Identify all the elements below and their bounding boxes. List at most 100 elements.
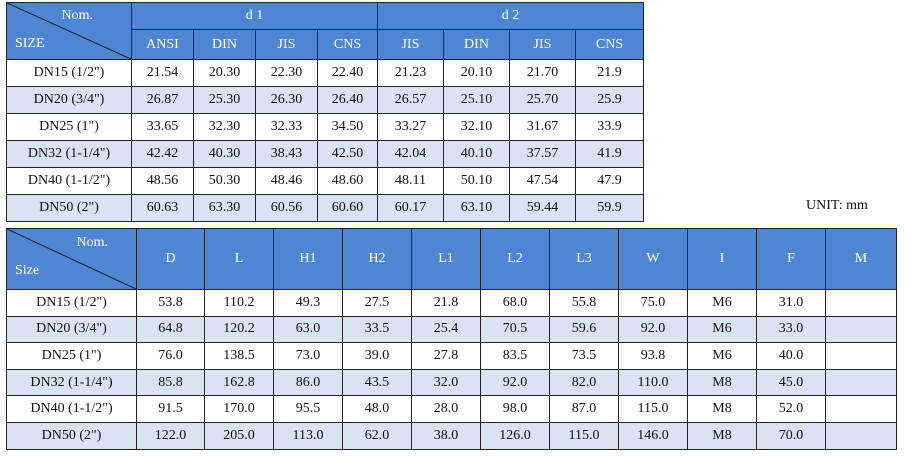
group-header-d2: d 2 (377, 2, 644, 30)
d2-value-cell: 47.9 (575, 167, 644, 195)
col-header-d1-ansi: ANSI (131, 29, 194, 60)
dimension-value-cell: 110.0 (618, 368, 688, 397)
d1-value-cell: 38.43 (255, 140, 318, 168)
size-cell: DN50 (2") (6, 194, 132, 222)
d2-value-cell: 48.11 (377, 167, 444, 195)
d1-value-cell: 63.30 (193, 194, 256, 222)
col-header-m: M (825, 228, 897, 290)
table1-corner-header: Nom. SIZE (6, 2, 132, 60)
dimension-value-cell: 115.0 (618, 395, 688, 423)
dimension-value-cell (825, 289, 897, 317)
dimension-value-cell: 98.0 (480, 395, 550, 423)
dimension-value-cell: 91.5 (136, 395, 205, 423)
dimension-value-cell: 70.5 (480, 315, 550, 344)
dimension-value-cell (825, 342, 897, 370)
d1-value-cell: 22.40 (317, 59, 378, 87)
size-cell: DN50 (2") (6, 421, 137, 450)
size-cell: DN20 (3/4") (6, 86, 132, 114)
d1-value-cell: 60.63 (131, 194, 194, 222)
d1-value-cell: 26.30 (255, 86, 318, 114)
dimension-value-cell: 87.0 (549, 395, 619, 423)
dimension-value-cell: 162.8 (204, 368, 274, 397)
dimension-value-cell: 32.0 (411, 368, 481, 397)
dimension-value-cell: 59.6 (549, 315, 619, 344)
d2-value-cell: 47.54 (509, 167, 576, 195)
col-header-d1-jis: JIS (255, 29, 318, 60)
diagonal-divider (7, 229, 136, 289)
col-header-h2: H2 (342, 228, 412, 290)
dimension-value-cell: 85.8 (136, 368, 205, 397)
dimension-value-cell: M8 (687, 421, 757, 450)
d2-value-cell: 59.44 (509, 194, 576, 222)
dimension-value-cell: 83.5 (480, 342, 550, 370)
dimension-value-cell: 205.0 (204, 421, 274, 450)
table-row: DN50 (2") 122.0 205.0 113.0 62.0 38.0 126.0 115… (6, 421, 897, 450)
diagonal-divider (7, 3, 131, 59)
d2-value-cell: 42.04 (377, 140, 444, 168)
table-row: DN20 (3/4") 64.8 120.2 63.0 33.5 25.4 70.5 59.6… (6, 315, 897, 344)
dimension-value-cell: M6 (687, 342, 757, 370)
dimension-value-cell: M8 (687, 395, 757, 423)
dimension-value-cell: 49.3 (273, 289, 343, 317)
dimension-value-cell: 63.0 (273, 315, 343, 344)
body-dimension-table: Nom. Size D L H1 H2 L1 L2 L3 W I F M DN1… (6, 228, 897, 450)
unit-label: UNIT: mm (806, 198, 868, 213)
dimension-value-cell: 113.0 (273, 421, 343, 450)
dimension-value-cell: 70.0 (756, 421, 826, 450)
table-row: DN40 (1-1/2") 91.5 170.0 95.5 48.0 28.0 98.0 87… (6, 395, 897, 423)
dimension-value-cell: 33.0 (756, 315, 826, 344)
dimension-value-cell: M6 (687, 315, 757, 344)
dimension-value-cell: 38.0 (411, 421, 481, 450)
dimension-value-cell: 62.0 (342, 421, 412, 450)
table-row: DN25 (1") 76.0 138.5 73.0 39.0 27.8 83.5 73.5 93… (6, 342, 897, 370)
dimension-value-cell: M6 (687, 289, 757, 317)
d1-value-cell: 48.60 (317, 167, 378, 195)
dimension-value-cell: 76.0 (136, 342, 205, 370)
d2-value-cell: 32.10 (443, 113, 510, 141)
d2-value-cell: 50.10 (443, 167, 510, 195)
table-row: DN32 (1-1/4") 85.8 162.8 86.0 43.5 32.0 92.0 82… (6, 368, 897, 397)
d1-value-cell: 22.30 (255, 59, 318, 87)
col-header-d: D (136, 228, 205, 290)
dimension-value-cell: 146.0 (618, 421, 688, 450)
col-header-l: L (204, 228, 274, 290)
corner-nom-label: Nom. (76, 235, 109, 250)
size-cell: DN15 (1/2") (6, 59, 132, 87)
dimension-value-cell: 45.0 (756, 368, 826, 397)
dimension-value-cell: 55.8 (549, 289, 619, 317)
size-cell: DN32 (1-1/4") (6, 140, 132, 168)
d1-value-cell: 48.46 (255, 167, 318, 195)
size-cell: DN40 (1-1/2") (6, 395, 137, 423)
d1-value-cell: 20.30 (193, 59, 256, 87)
d2-value-cell: 60.17 (377, 194, 444, 222)
d2-value-cell: 20.10 (443, 59, 510, 87)
dimension-value-cell (825, 421, 897, 450)
d2-value-cell: 63.10 (443, 194, 510, 222)
dimension-value-cell: 53.8 (136, 289, 205, 317)
dimension-value-cell: 73.0 (273, 342, 343, 370)
d1-d2-dimension-table: Nom. SIZE d 1 d 2 ANSI DIN JIS CNS JIS D… (6, 2, 644, 222)
dimension-value-cell: 120.2 (204, 315, 274, 344)
table-row: DN20 (3/4") 26.87 25.30 26.30 26.40 26.57 25.1… (6, 86, 644, 114)
size-cell: DN32 (1-1/4") (6, 368, 137, 397)
col-header-i: I (687, 228, 757, 290)
size-cell: DN25 (1") (6, 113, 132, 141)
d2-value-cell: 31.67 (509, 113, 576, 141)
d1-value-cell: 48.56 (131, 167, 194, 195)
dimension-value-cell: 170.0 (204, 395, 274, 423)
d1-value-cell: 50.30 (193, 167, 256, 195)
col-header-d2-jis: JIS (377, 29, 444, 60)
d1-value-cell: 60.56 (255, 194, 318, 222)
dimension-value-cell: 31.0 (756, 289, 826, 317)
col-header-d1-cns: CNS (317, 29, 378, 60)
corner-size-label: Size (15, 263, 40, 278)
dimension-value-cell (825, 315, 897, 344)
dimension-value-cell: 27.5 (342, 289, 412, 317)
d1-value-cell: 26.40 (317, 86, 378, 114)
d1-value-cell: 26.87 (131, 86, 194, 114)
dimension-value-cell: 28.0 (411, 395, 481, 423)
d2-value-cell: 25.70 (509, 86, 576, 114)
dimension-value-cell: 115.0 (549, 421, 619, 450)
d2-value-cell: 33.9 (575, 113, 644, 141)
dimension-value-cell: 92.0 (618, 315, 688, 344)
